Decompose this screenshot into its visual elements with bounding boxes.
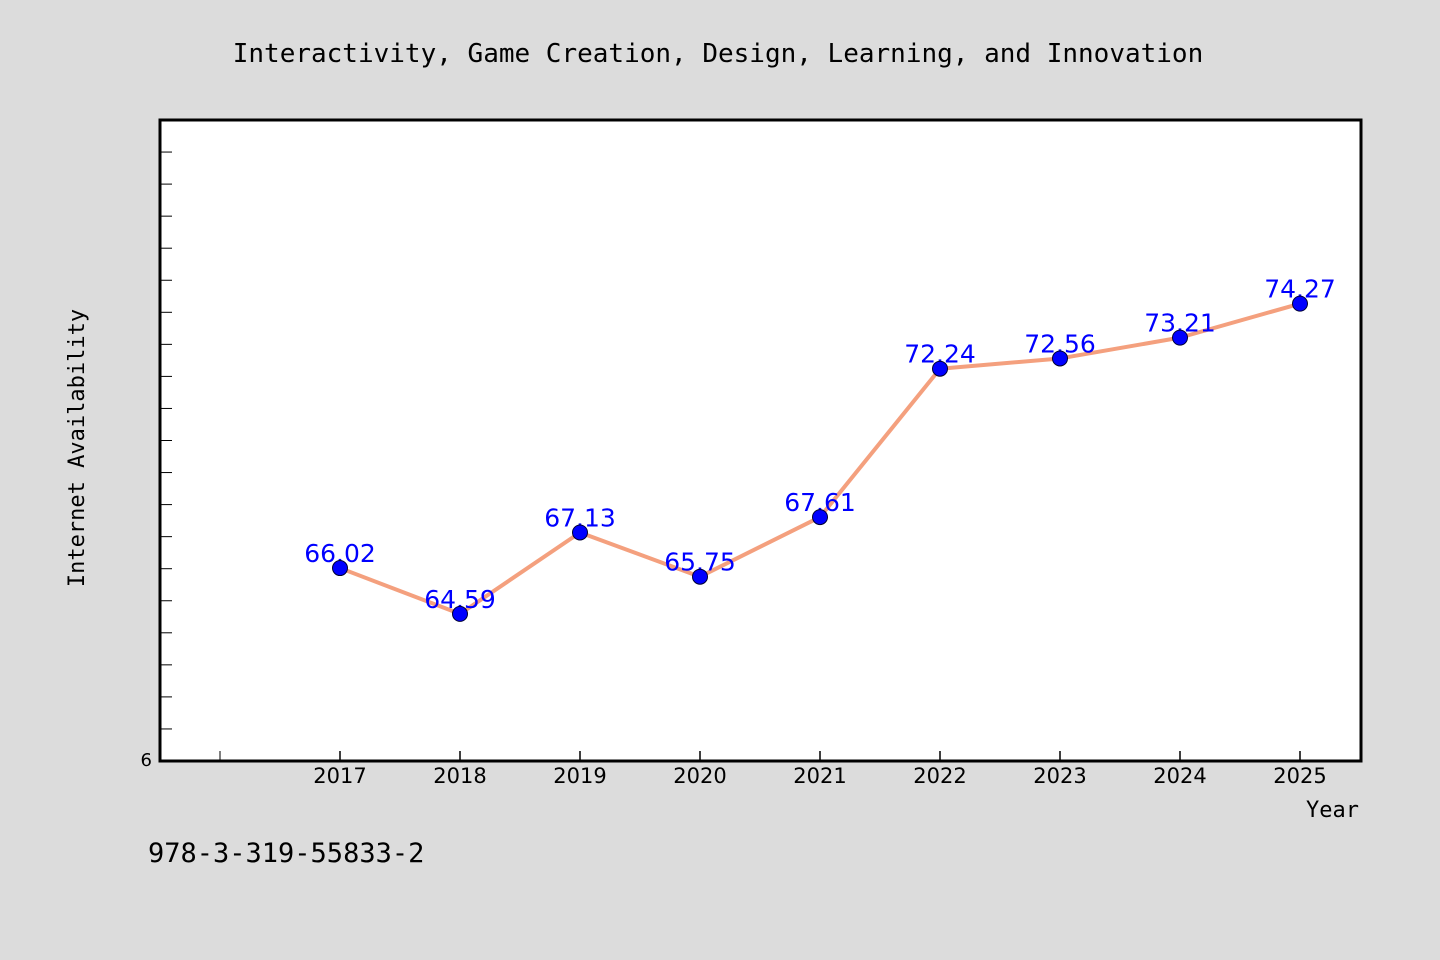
chart-title: Interactivity, Game Creation, Design, Le… (233, 39, 1204, 69)
x-axis-ticks: 2017 2018 2019 2020 2021 2022 2023 2024 2025 (219, 751, 1327, 788)
data-point (572, 524, 588, 541)
data-point (812, 509, 828, 526)
x-tick-label: 2024 (1153, 764, 1206, 788)
y-tick-label: 6 (141, 750, 152, 771)
x-tick-label: 2019 (553, 764, 606, 788)
data-point (1292, 295, 1308, 312)
data-point (932, 360, 948, 377)
x-tick-label: 2025 (1273, 764, 1326, 788)
y-axis-ticks (160, 151, 172, 730)
data-point (1052, 350, 1068, 367)
plot-area (158, 118, 1363, 763)
x-axis-label: Year (1306, 798, 1359, 823)
x-tick-label: 2021 (793, 764, 846, 788)
x-tick-label: 2018 (433, 764, 486, 788)
x-tick-label: 2020 (673, 764, 726, 788)
data-point (332, 560, 348, 577)
data-point (1172, 329, 1188, 346)
isbn-footer: 978-3-319-55833-2 (148, 838, 424, 869)
x-tick-label: 2023 (1033, 764, 1086, 788)
data-point (452, 605, 468, 622)
x-tick-label: 2022 (913, 764, 966, 788)
y-axis-label: Internet Availability (65, 309, 90, 587)
data-point (692, 568, 708, 585)
x-tick-label: 2017 (313, 764, 366, 788)
